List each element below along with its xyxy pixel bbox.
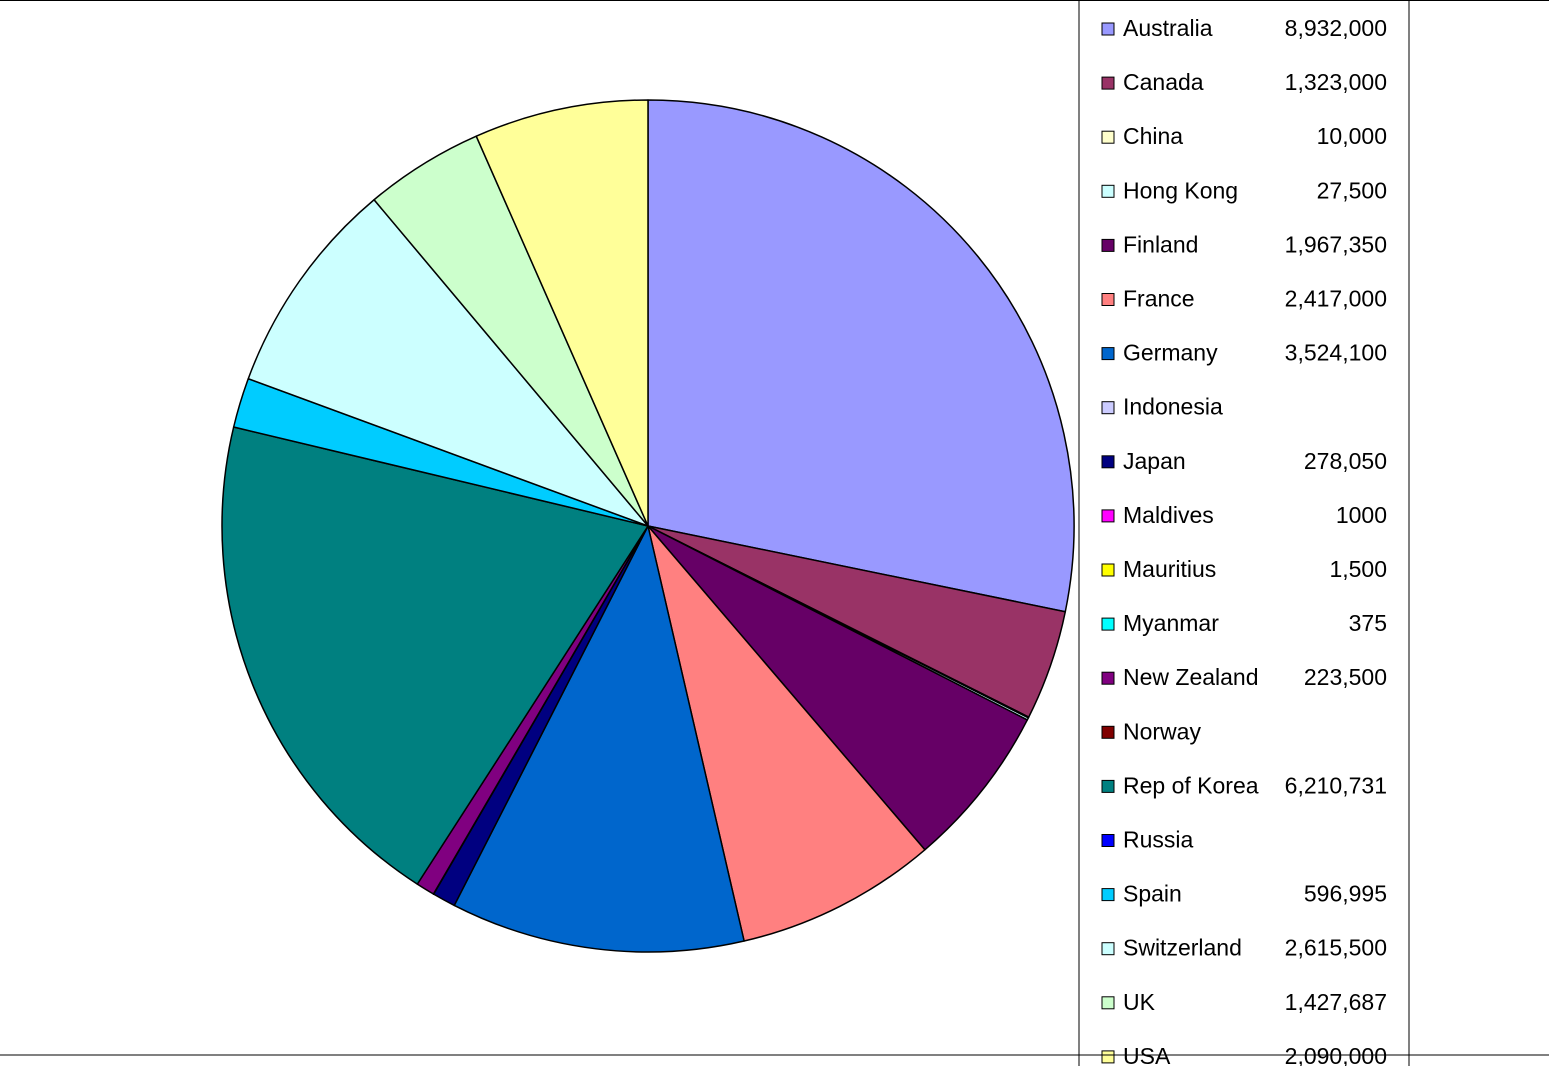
legend-item-switzerland: Switzerland 2,615,500 (1101, 935, 1387, 961)
legend-swatch (1101, 455, 1115, 469)
legend-value: 375 (1349, 610, 1387, 636)
legend-value: 1,323,000 (1285, 69, 1387, 95)
legend-value: 27,500 (1317, 177, 1387, 203)
legend-swatch (1101, 779, 1115, 793)
legend-value: 2,615,500 (1285, 935, 1387, 961)
legend-value: 6,210,731 (1285, 772, 1387, 798)
legend: Australia 8,932,000 Canada 1,323,000 China 10… (1078, 0, 1410, 1066)
legend-swatch (1101, 1050, 1115, 1064)
legend-value: 2,417,000 (1285, 286, 1387, 312)
legend-label: Finland (1123, 231, 1198, 257)
legend-value: 223,500 (1304, 664, 1387, 690)
legend-swatch (1101, 996, 1115, 1010)
legend-value: 1,967,350 (1285, 231, 1387, 257)
legend-item-japan: Japan 278,050 (1101, 448, 1387, 474)
legend-swatch (1101, 617, 1115, 631)
pie-slices (221, 99, 1075, 953)
legend-swatch (1101, 22, 1115, 36)
pie-slice-finland (647, 525, 1029, 851)
legend-value: 596,995 (1304, 881, 1387, 907)
legend-value: 10,000 (1317, 123, 1387, 149)
legend-swatch (1101, 834, 1115, 847)
legend-item-australia: Australia 8,932,000 (1101, 15, 1387, 41)
legend-swatch (1101, 671, 1115, 685)
pie-slice-rep-of-korea (221, 426, 649, 885)
legend-label: China (1123, 123, 1183, 149)
legend-value: 1,427,687 (1285, 989, 1387, 1015)
legend-item-spain: Spain 596,995 (1101, 881, 1387, 907)
legend-swatch (1101, 347, 1115, 361)
pie-slice-france (647, 525, 926, 942)
legend-swatch (1101, 293, 1115, 306)
legend-label: Russia (1123, 827, 1194, 853)
legend-swatch (1101, 942, 1115, 956)
legend-value: 8,932,000 (1285, 15, 1387, 41)
legend-label: Hong Kong (1123, 177, 1238, 203)
legend-swatch (1101, 509, 1115, 523)
legend-item-usa: USA 2,090,000 (1101, 1043, 1387, 1066)
legend-label: Indonesia (1123, 394, 1223, 420)
legend-item-canada: Canada 1,323,000 (1101, 69, 1387, 95)
legend-label: France (1123, 286, 1195, 312)
legend-value: 2,090,000 (1285, 1043, 1387, 1066)
legend-item-uk: UK 1,427,687 (1101, 989, 1387, 1015)
legend-label: USA (1123, 1043, 1171, 1066)
legend-label: Spain (1123, 881, 1182, 907)
legend-swatch (1101, 725, 1115, 739)
legend-swatch (1101, 130, 1115, 144)
legend-value: 1,500 (1329, 556, 1387, 582)
legend-label: New Zealand (1123, 664, 1259, 690)
pie-slice-switzerland (247, 198, 649, 527)
legend-label: Australia (1123, 15, 1213, 41)
legend-swatch (1101, 401, 1115, 415)
pie-slice-australia (647, 99, 1075, 613)
pie-slice-usa (475, 99, 649, 527)
legend-value: 1000 (1336, 502, 1387, 528)
legend-item-mauritius: Mauritius 1,500 (1101, 556, 1387, 582)
legend-item-myanmar: Myanmar 375 (1101, 610, 1387, 636)
legend-label: Germany (1123, 340, 1218, 366)
legend-item-france: France 2,417,000 (1101, 286, 1387, 312)
legend-value: 3,524,100 (1285, 340, 1387, 366)
legend-label: UK (1123, 989, 1156, 1015)
legend-swatch (1101, 888, 1115, 902)
legend-item-russia: Russia (1101, 827, 1194, 853)
pie-slice-germany (453, 525, 745, 953)
legend-item-norway: Norway (1101, 718, 1201, 744)
legend-item-new-zealand: New Zealand 223,500 (1101, 664, 1387, 690)
legend-label: Mauritius (1123, 556, 1216, 582)
legend-label: Canada (1123, 69, 1204, 95)
legend-item-rep-of-korea: Rep of Korea 6,210,731 (1101, 772, 1387, 798)
legend-swatch (1101, 238, 1115, 252)
legend-label: Rep of Korea (1123, 772, 1259, 798)
legend-label: Maldives (1123, 502, 1214, 528)
legend-item-indonesia: Indonesia (1101, 394, 1223, 420)
legend-label: Norway (1123, 718, 1201, 744)
legend-item-finland: Finland 1,967,350 (1101, 231, 1387, 257)
legend-swatch (1101, 184, 1115, 198)
legend-item-germany: Germany 3,524,100 (1101, 340, 1387, 366)
legend-label: Japan (1123, 448, 1186, 474)
legend-swatch (1101, 76, 1115, 90)
legend-item-china: China 10,000 (1101, 123, 1387, 149)
legend-item-maldives: Maldives 1000 (1101, 502, 1387, 528)
legend-item-hong-kong: Hong Kong 27,500 (1101, 177, 1387, 203)
legend-label: Switzerland (1123, 935, 1242, 961)
legend-value: 278,050 (1304, 448, 1387, 474)
legend-swatch (1101, 563, 1115, 577)
legend-label: Myanmar (1123, 610, 1219, 636)
